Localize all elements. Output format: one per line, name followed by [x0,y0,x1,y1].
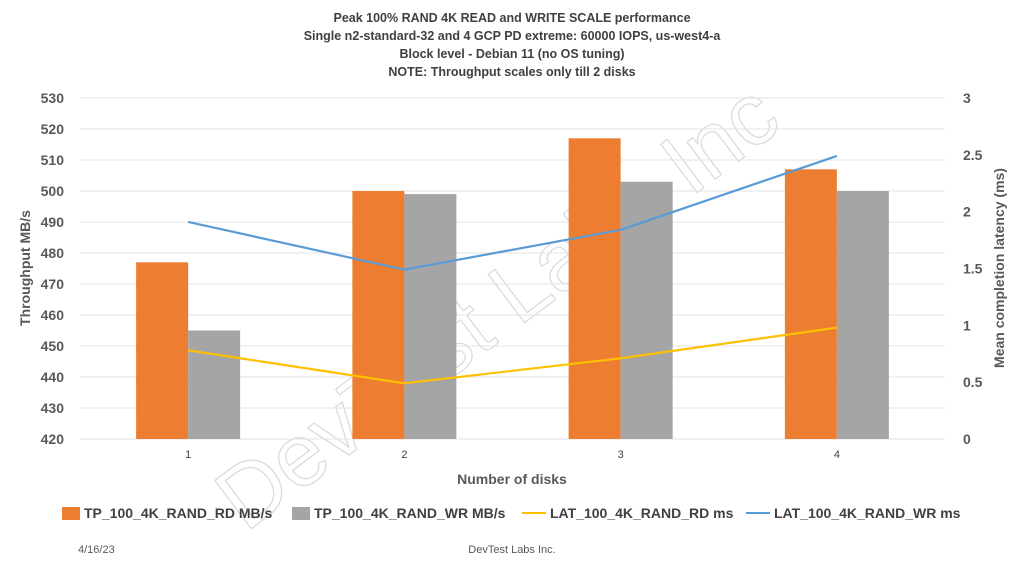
bar-tp-rd-disk-3 [568,138,621,440]
legend-label-tp-wr: TP_100_4K_RAND_WR MB/s [314,505,506,521]
legend-label-lat-wr: LAT_100_4K_RAND_WR ms [774,505,961,521]
bar-tp-rd-disk-2 [352,191,405,439]
y2-axis-title: Mean completion latency (ms) [991,168,1007,368]
legend: TP_100_4K_RAND_RD MB/s TP_100_4K_RAND_WR… [62,505,961,521]
footer-date: 4/16/23 [78,544,115,556]
x-tick-label-1: 1 [185,449,191,461]
y-tick-label: 460 [41,307,65,323]
left-axis-ticks: 420 430 440 450 460 470 480 490 500 510 520 530 [41,90,65,447]
y-tick-label: 490 [41,214,65,230]
x-tick-label-3: 3 [618,449,624,461]
footer-company: DevTest Labs Inc. [468,544,555,556]
y-tick-label: 470 [41,276,65,292]
y-tick-label: 450 [41,338,65,354]
latency-lines [187,154,838,385]
y-tick-label: 440 [41,369,65,385]
y-tick-label: 500 [41,183,65,199]
line-lat-wr [187,154,838,271]
legend-label-tp-rd: TP_100_4K_RAND_RD MB/s [84,505,273,521]
y-tick-label: 520 [41,121,65,137]
y-tick-label: 530 [41,90,65,106]
bar-tp-rd-disk-1 [136,262,189,439]
bar-tp-wr-disk-2 [404,194,457,439]
y-axis-title: Throughput MB/s [17,210,33,326]
bars [136,138,889,440]
y2-tick-label: 1 [963,317,971,333]
legend-swatch-tp-rd [62,507,80,520]
bar-tp-wr-disk-1 [188,330,241,439]
chart-title-line-2: Single n2-standard-32 and 4 GCP PD extre… [304,29,722,43]
chart-title-line-3: Block level - Debian 11 (no OS tuning) [399,47,624,61]
y2-tick-label: 3 [963,90,971,106]
x-tick-label-4: 4 [834,449,840,461]
bar-tp-rd-disk-4 [784,169,837,440]
x-axis-title: Number of disks [457,471,567,487]
y2-tick-label: 0 [963,431,971,447]
bar-tp-wr-disk-4 [836,191,889,439]
x-tick-label-2: 2 [401,449,407,461]
y2-tick-label: 2 [963,204,971,220]
line-lat-rd [187,326,838,385]
y-tick-label: 480 [41,245,65,261]
chart-title-line-4: NOTE: Throughput scales only till 2 disk… [388,65,635,79]
y-tick-label: 420 [41,431,65,447]
y-tick-label: 430 [41,400,65,416]
bar-tp-wr-disk-3 [620,181,673,439]
y2-tick-label: 0.5 [963,374,983,390]
right-axis-ticks: 0 0.5 1 1.5 2 2.5 3 [963,90,983,447]
y2-tick-label: 1.5 [963,261,983,277]
chart-title-line-1: Peak 100% RAND 4K READ and WRITE SCALE p… [333,11,690,25]
legend-label-lat-rd: LAT_100_4K_RAND_RD ms [550,505,734,521]
x-axis-ticks: 1 2 3 4 [185,449,840,461]
y2-tick-label: 2.5 [963,147,983,163]
y-tick-label: 510 [41,152,65,168]
legend-swatch-tp-wr [292,507,310,520]
